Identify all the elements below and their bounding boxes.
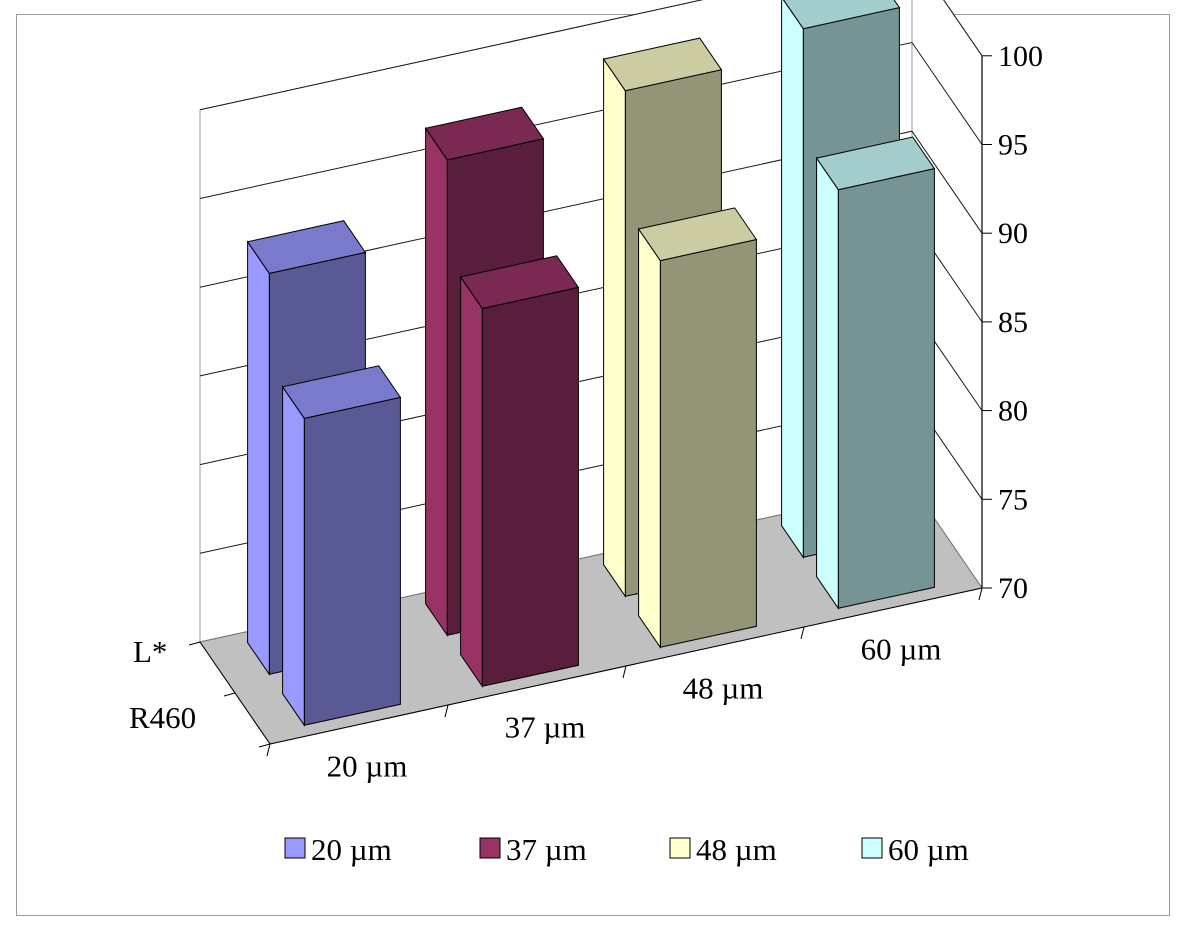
category-label: 37 µm — [505, 710, 586, 745]
bar-top-face — [281, 365, 402, 419]
row-tick-mark — [223, 692, 236, 697]
row-axis-labels: L* R460 — [129, 634, 196, 735]
bar-side-face — [460, 275, 483, 688]
category-label: 48 µm — [683, 671, 764, 706]
legend-swatch — [284, 837, 306, 859]
z-tick-label: 80 — [998, 395, 1028, 428]
bar-top-face — [782, 0, 901, 30]
z-tick-label: 100 — [998, 40, 1043, 73]
category-tick-mark — [444, 704, 449, 718]
bar-top-face — [602, 37, 723, 92]
bar-0-1 — [281, 365, 402, 727]
bar-top-face — [815, 136, 936, 191]
row-label: L* — [133, 634, 167, 669]
bar-side-face — [247, 240, 270, 676]
bar-front-face — [481, 286, 579, 687]
bar-front-face — [659, 238, 757, 648]
legend-label: 37 µm — [506, 832, 587, 867]
bar-3-1 — [815, 136, 936, 610]
legend-swatch — [861, 837, 883, 859]
z-tick-label: 95 — [998, 129, 1028, 162]
category-tick-mark — [800, 626, 805, 640]
row-tick-mark — [258, 743, 271, 748]
category-tick-mark — [622, 665, 627, 679]
z-tick-label: 90 — [998, 217, 1028, 250]
legend-swatch — [669, 837, 691, 859]
chart-legend: 20 µm 37 µm 48 µm 60 µm — [284, 832, 969, 867]
z-axis-tick-labels: 70 75 80 85 90 95 100 — [998, 40, 1043, 605]
category-tick-mark — [978, 587, 983, 601]
z-tick-label: 75 — [998, 483, 1028, 516]
bar-side-face — [781, 0, 804, 559]
bar-top-face — [424, 106, 545, 161]
bar-side-face — [816, 156, 839, 610]
chart-bars — [246, 0, 936, 727]
legend-label: 20 µm — [311, 832, 392, 867]
bar-top-face — [246, 220, 367, 274]
legend-label: 60 µm — [888, 832, 969, 867]
bar-side-face — [638, 227, 661, 649]
bar-side-face — [603, 57, 626, 598]
z-tick-label: 85 — [998, 306, 1028, 339]
bar-top-face — [637, 207, 758, 262]
category-label: 20 µm — [327, 749, 408, 784]
category-axis-labels: 20 µm 37 µm 48 µm 60 µm — [327, 632, 942, 784]
bar-2-1 — [637, 207, 758, 649]
bar-front-face — [303, 396, 401, 726]
legend-label: 48 µm — [696, 832, 777, 867]
legend-swatch — [479, 837, 501, 859]
category-tick-mark — [266, 743, 271, 757]
category-label: 60 µm — [861, 632, 942, 667]
z-tick-label: 70 — [998, 572, 1028, 605]
bar-1-1 — [459, 255, 580, 688]
gridline — [199, 0, 983, 111]
bar-side-face — [282, 385, 305, 727]
row-tick-mark — [188, 641, 201, 646]
row-label: R460 — [129, 700, 196, 735]
bar-front-face — [837, 167, 935, 609]
bar-side-face — [425, 126, 448, 637]
bar-top-face — [459, 255, 580, 310]
